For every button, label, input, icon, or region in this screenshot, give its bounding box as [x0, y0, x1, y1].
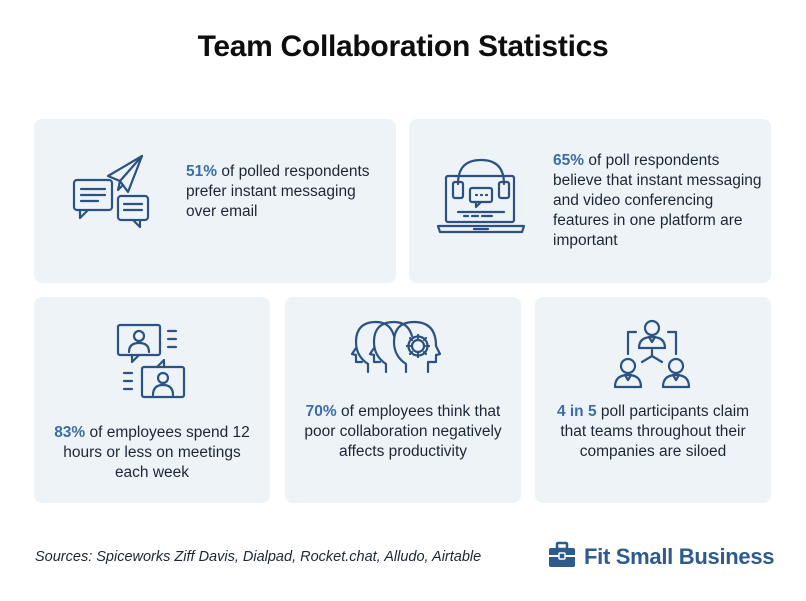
stat-text-messaging: 51% of polled respondents prefer instant… — [186, 162, 386, 222]
laptop-headset-icon — [436, 150, 526, 240]
stat-text-meetings: 83% of employees spend 12 hours or less … — [46, 423, 258, 483]
video-meeting-icon — [116, 321, 186, 405]
brand-logo: Fit Small Business — [548, 541, 775, 574]
page-title: Team Collaboration Statistics — [197, 30, 609, 63]
stat-card-meetings — [34, 297, 270, 503]
stat-text-productivity: 70% of employees think that poor collabo… — [300, 402, 506, 462]
stat-text-silos: 4 in 5 poll participants claim that team… — [552, 402, 754, 462]
stat-highlight: 83% — [54, 424, 86, 441]
stat-highlight: 4 in 5 — [556, 403, 597, 420]
stat-highlight: 51% — [186, 163, 218, 180]
stat-description: of employees spend 12 hours or less on m… — [63, 424, 250, 481]
stat-description: of polled respondents prefer instant mes… — [186, 163, 370, 220]
stat-text-platform: 65% of poll respondents believe that ins… — [553, 151, 763, 251]
brand-name: Fit Small Business — [584, 544, 775, 569]
sources-footnote: Sources: Spiceworks Ziff Davis, Dialpad,… — [35, 549, 482, 565]
messaging-icon — [72, 154, 152, 230]
stat-description: of employees think that poor collaborati… — [304, 403, 502, 460]
stat-highlight: 65% — [553, 152, 585, 169]
stat-card-silos — [535, 297, 771, 503]
stat-description: poll participants claim that teams throu… — [560, 403, 750, 460]
team-hierarchy-icon — [612, 318, 692, 390]
briefcase-icon — [548, 541, 576, 574]
heads-gear-icon — [350, 318, 442, 376]
stat-card-productivity — [285, 297, 521, 503]
stat-highlight: 70% — [305, 403, 337, 420]
stat-description: of poll respondents believe that instant… — [553, 152, 762, 249]
